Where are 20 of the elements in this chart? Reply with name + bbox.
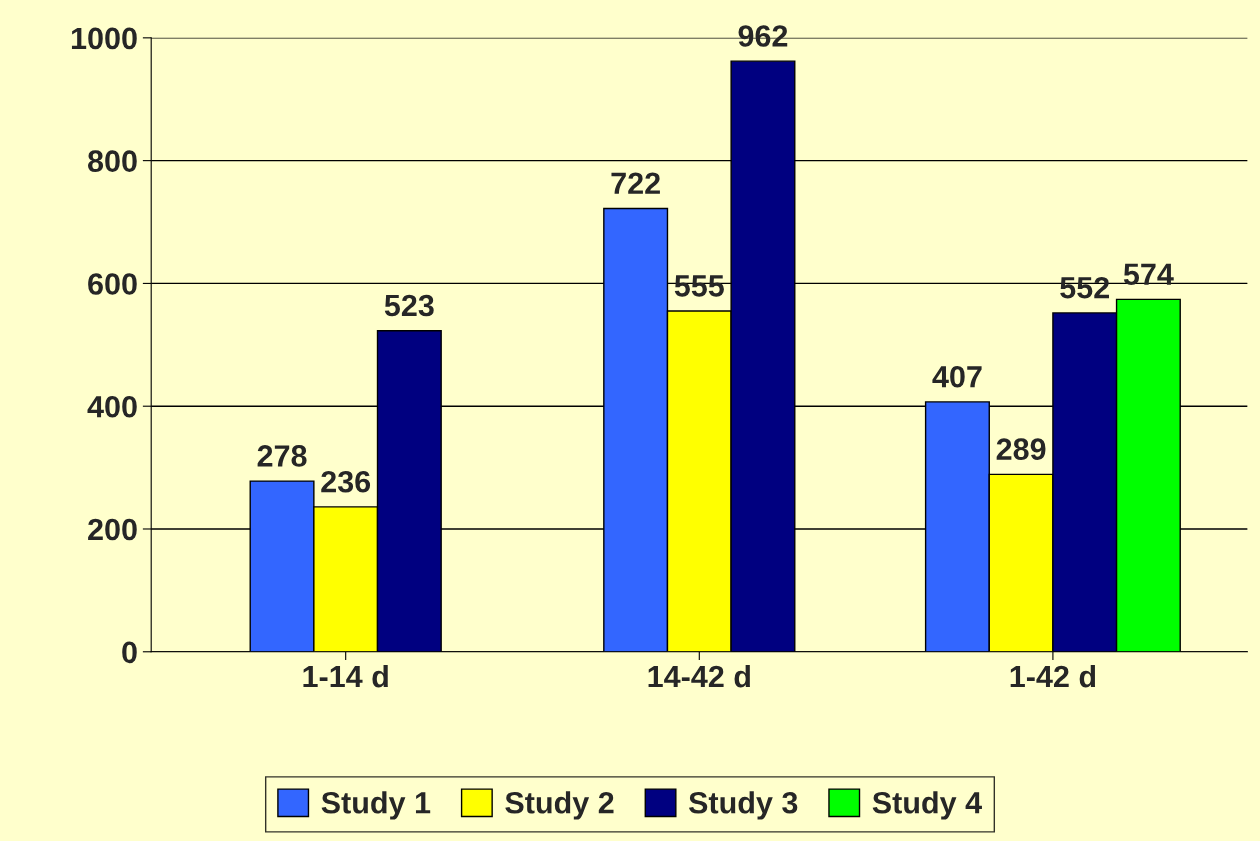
y-tick-label: 600: [88, 273, 137, 295]
y-tick-label: 400: [87, 395, 137, 418]
x-tick-label: 14-42 d: [648, 664, 750, 688]
data-label: 523: [384, 294, 434, 317]
legend-label: Study 2: [505, 791, 614, 820]
y-tick-label: 0: [122, 641, 137, 664]
x-tick-label: 1-42 d: [1010, 664, 1096, 688]
data-label: 236: [321, 470, 371, 493]
y-tick-label: 200: [88, 518, 137, 541]
data-label: 407: [932, 365, 982, 388]
legend-label: Study 1: [321, 791, 431, 820]
data-label: 278: [257, 445, 307, 467]
data-label: 574: [1123, 263, 1174, 286]
data-label: 722: [611, 172, 660, 194]
data-label: 289: [996, 438, 1046, 460]
legend-label: Study 3: [688, 791, 798, 820]
x-tick-label: 1-14 d: [303, 664, 388, 688]
legend-label: Study 4: [872, 791, 982, 820]
y-tick-label: 1000: [71, 27, 137, 50]
y-tick-label: 800: [88, 150, 137, 172]
